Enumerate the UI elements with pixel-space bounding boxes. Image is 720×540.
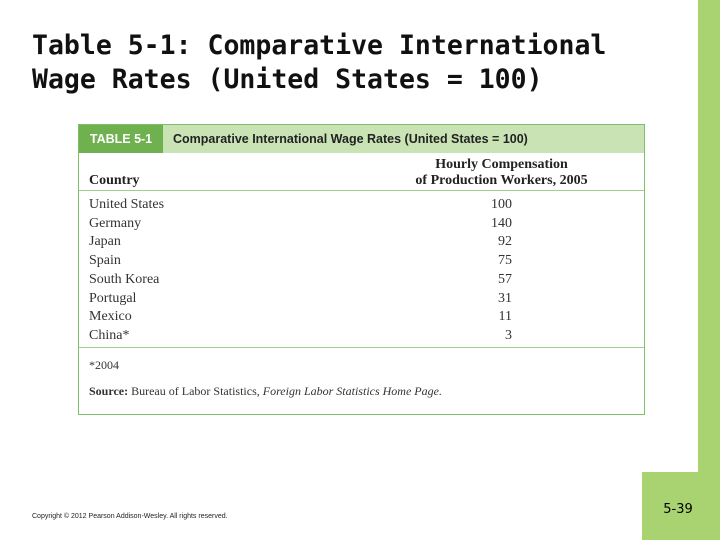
table-caption: Comparative International Wage Rates (Un…: [173, 132, 528, 146]
country: South Korea: [89, 271, 160, 287]
wage-index: 57: [498, 271, 512, 287]
source-italic: Foreign Labor Statistics Home Page.: [262, 384, 442, 398]
side-strip: [698, 0, 720, 540]
column-header: Hourly Compensation of Production Worker…: [409, 157, 594, 189]
wage-index: 140: [491, 215, 512, 231]
wage-index: 11: [498, 309, 512, 325]
wage-index: 100: [491, 197, 512, 212]
country: Portugal: [89, 290, 137, 306]
table-label: TABLE 5-1: [79, 125, 163, 153]
rule: [79, 190, 644, 191]
column-header: Country: [89, 173, 140, 188]
source-label: Source:: [89, 384, 129, 398]
copyright: Copyright © 2012 Pearson Addison-Wesley.…: [32, 513, 228, 520]
slide-title: Wage Rates (United States = 100): [32, 64, 543, 95]
page-box: [642, 472, 720, 540]
column-header-line: of Production Workers, 2005: [415, 173, 588, 188]
wage-index: 75: [498, 253, 512, 269]
wage-index: 3: [505, 327, 512, 343]
column-header-line: Hourly Compensation: [435, 157, 568, 172]
slide-title: Table 5-1: Comparative International: [32, 30, 607, 61]
wage-index: 92: [498, 234, 512, 250]
table: TABLE 5-1 Comparative International Wage…: [78, 124, 645, 415]
source-text: Bureau of Labor Statistics,: [131, 384, 260, 398]
country: Spain: [89, 253, 121, 269]
country: Mexico: [89, 309, 132, 325]
footnote: *2004: [89, 358, 119, 372]
table-header-bar: [79, 125, 644, 153]
country: Japan: [89, 234, 121, 250]
country: United States: [89, 197, 165, 212]
country: China*: [89, 327, 130, 343]
rule: [79, 347, 644, 348]
country: Germany: [89, 215, 142, 231]
wage-index: 31: [498, 290, 512, 306]
page-number: 5-39: [663, 502, 693, 517]
source: Source: Bureau of Labor Statistics, Fore…: [89, 384, 442, 399]
